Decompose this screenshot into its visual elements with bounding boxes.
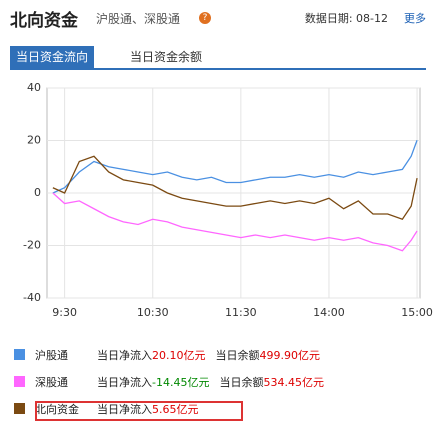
- net-inflow-label: 当日净流入: [97, 403, 152, 416]
- legend-swatch: [14, 349, 25, 360]
- help-icon[interactable]: ?: [199, 12, 211, 24]
- net-inflow-value: 5.65亿元: [152, 403, 199, 416]
- balance-label: 当日余额: [219, 376, 264, 389]
- line-series: [52, 192, 418, 252]
- y-tick-label: 20: [27, 134, 41, 147]
- more-link[interactable]: 更多: [404, 12, 426, 25]
- net-inflow-label: 当日净流入: [97, 376, 152, 389]
- balance-label: 当日余额: [215, 349, 260, 362]
- legend-row: 沪股通 当日净流入20.10亿元 当日余额499.90亿元: [14, 348, 320, 364]
- x-tick-label: 15:00: [401, 306, 433, 319]
- legend-row: 深股通 当日净流入-14.45亿元 当日余额534.45亿元: [14, 375, 324, 391]
- legend-swatch: [14, 376, 25, 387]
- date: 数据日期: 08-12: [304, 12, 388, 25]
- y-tick-label: -40: [23, 291, 41, 304]
- net-inflow-value: -14.45亿元: [152, 376, 210, 389]
- x-tick-label: 14:00: [313, 306, 345, 319]
- legend-swatch: [14, 403, 25, 414]
- legend-label: 北向资金: [35, 403, 79, 416]
- net-inflow-value: 20.10亿元: [152, 349, 206, 362]
- legend-label: 深股通: [35, 376, 68, 389]
- line-series: [52, 140, 418, 194]
- y-tick-label: -20: [23, 239, 41, 252]
- balance-value: 499.90亿元: [259, 349, 321, 362]
- x-tick-label: 9:30: [52, 306, 77, 319]
- subtitle[interactable]: 沪股通、深股通: [96, 12, 181, 26]
- balance-value: 534.45亿元: [263, 376, 324, 389]
- x-tick-label: 10:30: [137, 306, 169, 319]
- title: 北向资金: [10, 11, 78, 31]
- tab-active[interactable]: 当日资金流向: [10, 46, 95, 68]
- tab-underline: [10, 68, 426, 70]
- line-series: [52, 155, 418, 221]
- y-tick-label: 40: [27, 81, 41, 94]
- x-tick-label: 11:30: [225, 306, 257, 319]
- legend-row: 北向资金 当日净流入5.65亿元: [14, 402, 199, 418]
- net-inflow-label: 当日净流入: [97, 349, 152, 362]
- tab[interactable]: 当日资金余额: [130, 50, 203, 64]
- highlight-box: [35, 401, 243, 421]
- y-tick-label: 0: [34, 186, 41, 199]
- legend-label: 沪股通: [35, 349, 68, 362]
